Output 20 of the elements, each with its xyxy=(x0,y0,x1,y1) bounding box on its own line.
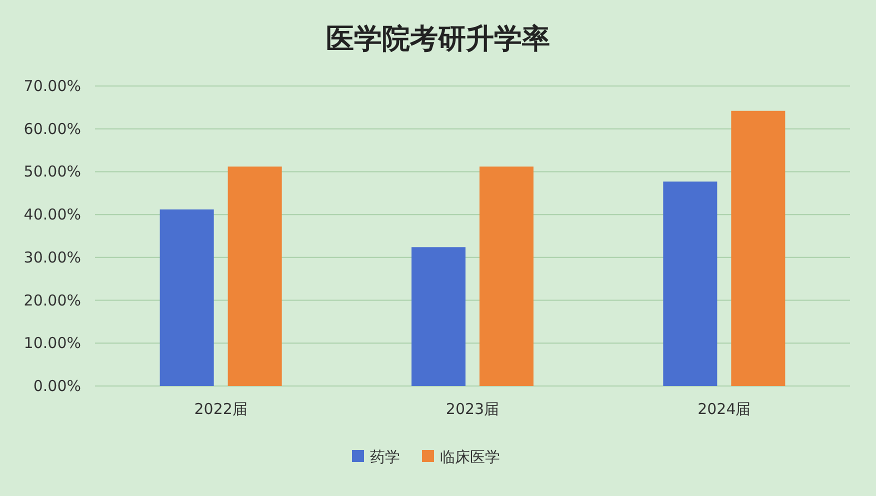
x-tick-label: 2023届 xyxy=(446,400,500,418)
legend-label: 临床医学 xyxy=(440,448,500,466)
legend-label: 药学 xyxy=(370,448,400,466)
bar xyxy=(731,110,786,386)
y-tick-label: 20.00% xyxy=(24,291,81,310)
x-tick-label: 2024届 xyxy=(698,400,751,418)
y-tick-label: 0.00% xyxy=(33,377,81,395)
y-tick-label: 70.00% xyxy=(24,77,81,95)
y-tick-label: 10.00% xyxy=(24,334,81,352)
x-tick-label: 2022届 xyxy=(194,400,248,418)
bar xyxy=(228,166,282,386)
y-tick-label: 60.00% xyxy=(24,120,81,138)
y-tick-label: 50.00% xyxy=(24,162,81,181)
bar xyxy=(480,166,534,386)
bar xyxy=(160,209,214,386)
chart-title: 医学院考研升学率 xyxy=(326,22,550,55)
bar xyxy=(663,182,718,386)
y-tick-label: 40.00% xyxy=(24,206,81,224)
bar xyxy=(412,247,466,386)
y-tick-label: 30.00% xyxy=(24,248,81,266)
